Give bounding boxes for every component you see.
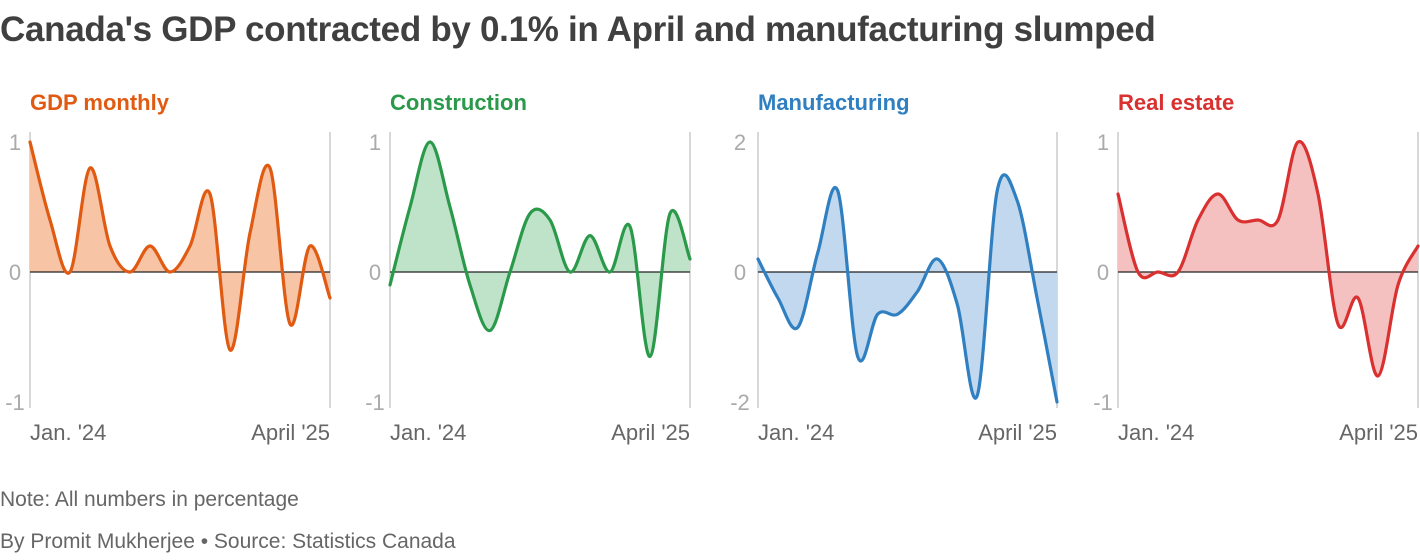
chart-1-xtick-label-start: Jan. '24 [390, 420, 466, 445]
chart-0-xtick-label-start: Jan. '24 [30, 420, 106, 445]
chart-1-ytick-label: 1 [369, 130, 381, 155]
chart-2-xtick-label-end: April '25 [978, 420, 1057, 445]
chart-3-xtick-label-start: Jan. '24 [1118, 420, 1194, 445]
chart-3-ytick-label: 1 [1097, 130, 1109, 155]
chart-1-ytick-label: 0 [369, 260, 381, 285]
chart-0-ytick-label: -1 [5, 390, 25, 415]
chart-0-line [28, 140, 332, 352]
chart-credit: By Promit Mukherjee • Source: Statistics… [0, 530, 456, 553]
chart-3-area [1118, 141, 1418, 377]
chart-1-area [390, 142, 690, 357]
chart-3-title: Real estate [1118, 90, 1234, 115]
chart-0-ytick-label: 0 [9, 260, 21, 285]
chart-3-xtick-label-end: April '25 [1339, 420, 1418, 445]
chart-2-area [758, 174, 1057, 402]
chart-0-ytick-label: 1 [9, 130, 21, 155]
chart-1-line [388, 140, 692, 359]
chart-0-area [30, 142, 330, 351]
chart-0-title: GDP monthly [30, 90, 170, 115]
chart-2-ytick-label: 2 [734, 130, 746, 155]
page-title: Canada's GDP contracted by 0.1% in April… [0, 10, 1156, 49]
chart-2-ytick-label: 0 [734, 260, 746, 285]
chart-3-ytick-label: 0 [1097, 260, 1109, 285]
chart-1-xtick-label-end: April '25 [611, 420, 690, 445]
chart-1-ytick-label: -1 [365, 390, 385, 415]
chart-2-ytick-label: -2 [730, 390, 750, 415]
chart-note: Note: All numbers in percentage [0, 488, 299, 511]
chart-2-xtick-label-start: Jan. '24 [758, 420, 834, 445]
chart-3-ytick-label: -1 [1093, 390, 1113, 415]
chart-2-title: Manufacturing [758, 90, 910, 115]
chart-2-line [756, 173, 1059, 404]
chart-0-xtick-label-end: April '25 [251, 420, 330, 445]
chart-1-title: Construction [390, 90, 527, 115]
chart-3-line [1116, 140, 1420, 378]
